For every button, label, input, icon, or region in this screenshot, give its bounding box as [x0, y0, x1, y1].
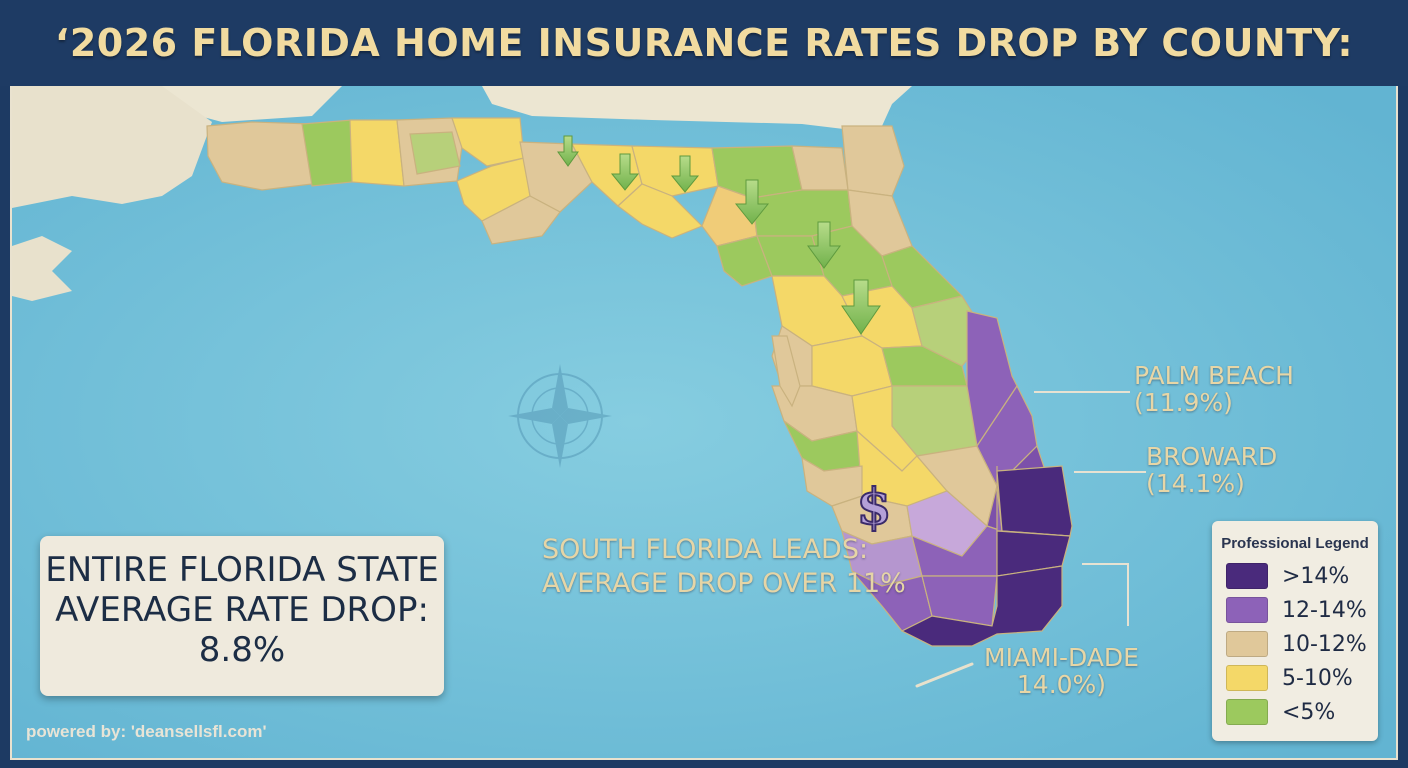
callout-line: AVERAGE DROP OVER 11%: [542, 568, 906, 599]
legend-swatch: [1226, 631, 1268, 657]
down-arrow-icon: [557, 135, 579, 167]
legend-item: 10-12%: [1226, 631, 1367, 657]
county-region: [206, 121, 313, 191]
county-name: BROWARD: [1146, 442, 1278, 471]
legend-label: 10-12%: [1282, 631, 1367, 657]
county-region: [841, 125, 905, 197]
broward-label: BROWARD (14.1%): [1146, 443, 1277, 497]
compass-rose-icon: [508, 364, 612, 468]
legend-label: <5%: [1282, 699, 1336, 725]
legend-swatch: [1226, 597, 1268, 623]
county-region: [716, 235, 773, 287]
legend-item: >14%: [1226, 563, 1349, 589]
gulf-islands: [12, 236, 72, 301]
state-box-line: AVERAGE RATE DROP:: [55, 590, 429, 630]
legend-swatch: [1226, 665, 1268, 691]
legend-item: <5%: [1226, 699, 1335, 725]
county-region: [751, 189, 853, 237]
miami-dade-label: MIAMI-DADE 14.0%): [984, 644, 1139, 698]
northern-states: [12, 86, 912, 130]
south-florida-callout: SOUTH FLORIDA LEADS: AVERAGE DROP OVER 1…: [542, 533, 906, 601]
county-value: (14.1%): [1146, 469, 1245, 498]
alabama-coast: [12, 86, 212, 208]
state-average-value: 8.8%: [198, 630, 286, 670]
down-arrow-icon: [841, 279, 881, 335]
down-arrow-icon: [610, 153, 640, 191]
down-arrow-icon: [807, 221, 841, 269]
map-canvas: $: [12, 86, 1396, 758]
down-arrow-icon: [734, 179, 770, 225]
county-region: [409, 131, 461, 175]
title-banner: ‘2026 FLORIDA HOME INSURANCE RATES DROP …: [0, 0, 1408, 86]
florida-keys: [915, 662, 974, 688]
page-title: ‘2026 FLORIDA HOME INSURANCE RATES DROP …: [54, 21, 1354, 65]
legend-item: 12-14%: [1226, 597, 1367, 623]
florida-map: $: [10, 86, 1398, 760]
palm-beach-label: PALM BEACH (11.9%): [1134, 362, 1294, 416]
county-region: [451, 117, 525, 167]
legend-label: >14%: [1282, 563, 1350, 589]
legend-label: 5-10%: [1282, 665, 1353, 691]
legend: Professional Legend >14% 12-14% 10-12% 5…: [1212, 521, 1378, 741]
county-value: 14.0%): [1016, 670, 1107, 699]
legend-swatch: [1226, 699, 1268, 725]
callout-line: SOUTH FLORIDA LEADS:: [542, 534, 869, 565]
down-arrow-icon: [670, 155, 700, 193]
county-region: [481, 195, 561, 245]
state-box-line: ENTIRE FLORIDA STATE: [45, 550, 439, 590]
powered-by: powered by: 'deansellsfl.com': [26, 722, 267, 741]
county-value: (11.9%): [1134, 388, 1233, 417]
legend-swatch: [1226, 563, 1268, 589]
county-name: MIAMI-DADE: [984, 643, 1139, 672]
legend-item: 5-10%: [1226, 665, 1353, 691]
miami-dade-leader: [1082, 563, 1129, 626]
state-average-box: ENTIRE FLORIDA STATE AVERAGE RATE DROP: …: [40, 536, 444, 696]
county-region: [791, 145, 849, 191]
county-name: PALM BEACH: [1134, 361, 1294, 390]
county-region: [631, 145, 719, 197]
legend-title: Professional Legend: [1221, 535, 1369, 552]
county-region: [900, 565, 1063, 647]
county-region: [996, 465, 1073, 537]
county-region: [349, 119, 405, 187]
dollar-sign-icon: $: [857, 477, 892, 536]
county-region: [771, 335, 801, 408]
legend-label: 12-14%: [1282, 597, 1367, 623]
county-region: [519, 141, 593, 213]
